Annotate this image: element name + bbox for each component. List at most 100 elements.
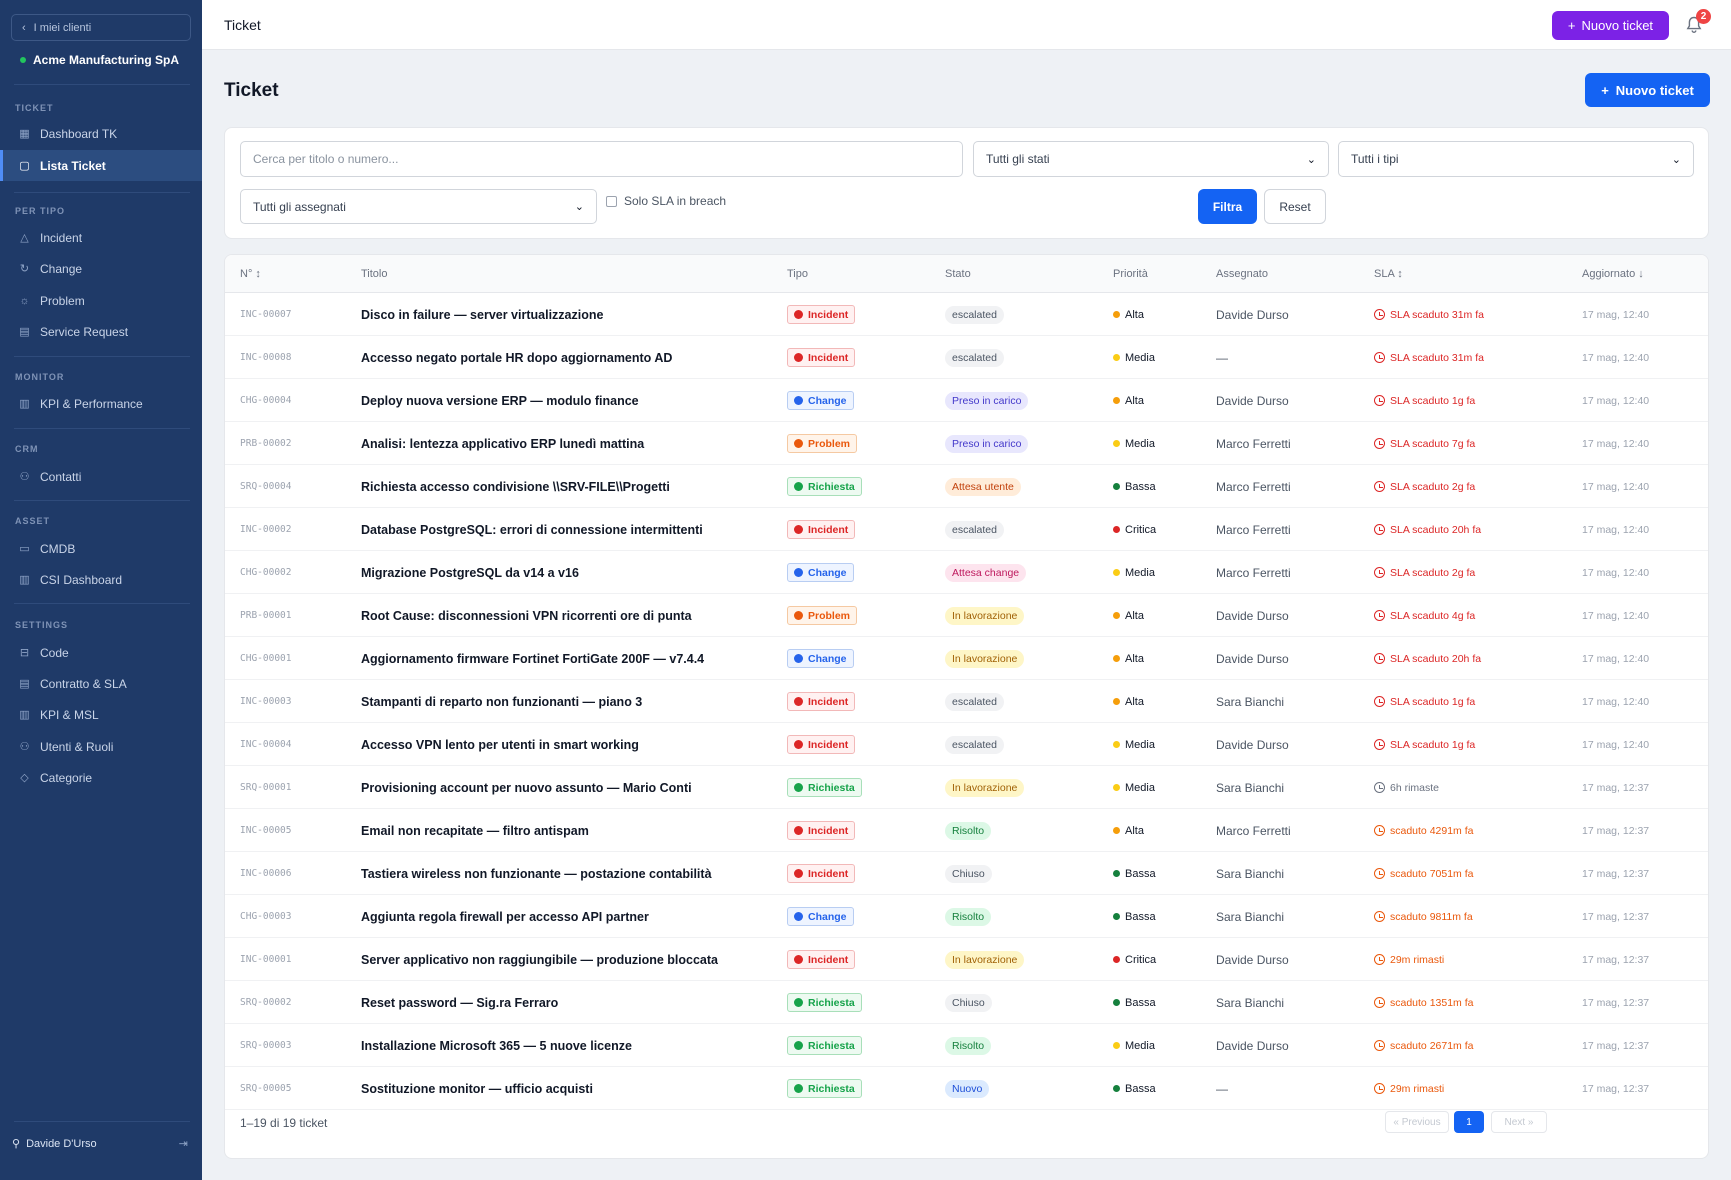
ticket-number[interactable]: PRB-00002 (240, 438, 292, 449)
table-row[interactable]: CHG-00001 Aggiornamento firmware Fortinet… (225, 637, 1708, 680)
ticket-title[interactable]: Provisioning account per nuovo assunto —… (361, 780, 692, 795)
tipo-select[interactable]: Tutti i tipi ⌄ (1338, 141, 1694, 177)
table-row[interactable]: INC-00002 Database PostgreSQL: errori di … (225, 508, 1708, 551)
table-row[interactable]: PRB-00002 Analisi: lentezza applicativo E… (225, 422, 1708, 465)
ticket-priority-cell: Media (1113, 766, 1155, 809)
ticket-number[interactable]: SRQ-00005 (240, 1083, 292, 1094)
ticket-number[interactable]: INC-00006 (240, 868, 292, 879)
filter-button[interactable]: Filtra (1198, 189, 1257, 224)
table-row[interactable]: SRQ-00003 Installazione Microsoft 365 — 5… (225, 1024, 1708, 1067)
type-label: Incident (808, 867, 849, 880)
type-label: Change (808, 566, 847, 579)
reset-button[interactable]: Reset (1264, 189, 1326, 224)
ticket-number[interactable]: CHG-00003 (240, 911, 292, 922)
ticket-title[interactable]: Analisi: lentezza applicativo ERP lunedì… (361, 436, 645, 451)
sidebar-item-cmdb[interactable]: ▭ CMDB (0, 533, 202, 564)
sidebar-item-code[interactable]: ⊟ Code (0, 637, 202, 668)
header-sla[interactable]: SLA ↕ (1374, 268, 1403, 280)
table-row[interactable]: INC-00006 Tastiera wireless non funzionan… (225, 852, 1708, 895)
sidebar-item-contatti[interactable]: ⚇ Contatti (0, 461, 202, 492)
ticket-number[interactable]: INC-00008 (240, 352, 292, 363)
ticket-number[interactable]: INC-00001 (240, 954, 292, 965)
ticket-title[interactable]: Tastiera wireless non funzionante — post… (361, 866, 712, 881)
ticket-number[interactable]: CHG-00002 (240, 567, 292, 578)
stato-select[interactable]: Tutti gli stati ⌄ (973, 141, 1329, 177)
ticket-number[interactable]: SRQ-00004 (240, 481, 292, 492)
table-row[interactable]: INC-00004 Accesso VPN lento per utenti in… (225, 723, 1708, 766)
table-row[interactable]: INC-00008 Accesso negato portale HR dopo … (225, 336, 1708, 379)
ticket-number[interactable]: SRQ-00001 (240, 782, 292, 793)
table-row[interactable]: CHG-00004 Deploy nuova versione ERP — mod… (225, 379, 1708, 422)
table-row[interactable]: PRB-00001 Root Cause: disconnessioni VPN … (225, 594, 1708, 637)
new-ticket-button[interactable]: + Nuovo ticket (1585, 73, 1710, 107)
table-row[interactable]: SRQ-00002 Reset password — Sig.ra Ferraro… (225, 981, 1708, 1024)
ticket-title[interactable]: Richiesta accesso condivisione \\SRV-FIL… (361, 479, 670, 494)
ticket-number[interactable]: CHG-00001 (240, 653, 292, 664)
ticket-title[interactable]: Accesso VPN lento per utenti in smart wo… (361, 737, 639, 752)
table-row[interactable]: SRQ-00001 Provisioning account per nuovo … (225, 766, 1708, 809)
table-row[interactable]: CHG-00003 Aggiunta regola firewall per ac… (225, 895, 1708, 938)
table-row[interactable]: CHG-00002 Migrazione PostgreSQL da v14 a … (225, 551, 1708, 594)
sidebar-item-kpi-msl[interactable]: ▥ KPI & MSL (0, 699, 202, 730)
ticket-title[interactable]: Root Cause: disconnessioni VPN ricorrent… (361, 608, 692, 623)
ticket-updated: 17 mag, 12:40 (1582, 437, 1650, 450)
sidebar-item-kpi-performance[interactable]: ▥ KPI & Performance (0, 388, 202, 419)
sidebar-item-incident[interactable]: △ Incident (0, 222, 202, 253)
ticket-number[interactable]: INC-00003 (240, 696, 292, 707)
sidebar-item-lista-ticket[interactable]: ▢ Lista Ticket (0, 150, 202, 181)
ticket-number[interactable]: PRB-00001 (240, 610, 292, 621)
search-input[interactable]: Cerca per titolo o numero... (240, 141, 963, 177)
table-row[interactable]: INC-00005 Email non recapitate — filtro a… (225, 809, 1708, 852)
pagination-previous[interactable]: « Previous (1385, 1111, 1449, 1133)
ticket-title[interactable]: Sostituzione monitor — ufficio acquisti (361, 1081, 593, 1096)
header-aggiornato[interactable]: Aggiornato ↓ (1582, 268, 1644, 280)
ticket-title[interactable]: Deploy nuova versione ERP — modulo finan… (361, 393, 639, 408)
back-to-clients-button[interactable]: ‹ I miei clienti (11, 14, 191, 41)
new-ticket-top-button[interactable]: + Nuovo ticket (1552, 11, 1669, 40)
ticket-assignee: — (1216, 350, 1228, 365)
sidebar-item-change[interactable]: ↻ Change (0, 253, 202, 284)
sidebar-item-contratto-sla[interactable]: ▤ Contratto & SLA (0, 668, 202, 699)
ticket-number[interactable]: INC-00002 (240, 524, 292, 535)
table-row[interactable]: INC-00001 Server applicativo non raggiung… (225, 938, 1708, 981)
ticket-title[interactable]: Server applicativo non raggiungibile — p… (361, 952, 719, 967)
ticket-title[interactable]: Aggiunta regola firewall per accesso API… (361, 909, 649, 924)
header-num[interactable]: N° ↕ (240, 268, 261, 280)
pagination-page-1[interactable]: 1 (1454, 1111, 1484, 1133)
checkbox-box[interactable] (606, 195, 617, 207)
ticket-title[interactable]: Accesso negato portale HR dopo aggiornam… (361, 350, 673, 365)
table-row[interactable]: INC-00007 Disco in failure — server virtu… (225, 293, 1708, 336)
sidebar-item-problem[interactable]: ☼ Problem (0, 285, 202, 316)
ticket-title[interactable]: Database PostgreSQL: errori di connessio… (361, 522, 703, 537)
ticket-title[interactable]: Aggiornamento firmware Fortinet FortiGat… (361, 651, 705, 666)
ticket-sla-cell: SLA scaduto 20h fa (1374, 637, 1481, 680)
ticket-number[interactable]: INC-00007 (240, 309, 292, 320)
clipboard-icon: ▤ (19, 326, 30, 338)
sidebar-item-label: Dashboard TK (40, 126, 118, 141)
sidebar-item-categorie[interactable]: ◇ Categorie (0, 762, 202, 793)
ticket-number[interactable]: INC-00005 (240, 825, 292, 836)
table-row[interactable]: SRQ-00004 Richiesta accesso condivisione … (225, 465, 1708, 508)
status-badge: Chiuso (945, 993, 992, 1012)
logout-icon[interactable]: ⇥ (178, 1138, 188, 1150)
ticket-title[interactable]: Reset password — Sig.ra Ferraro (361, 995, 559, 1010)
sidebar-item-csi-dashboard[interactable]: ▥ CSI Dashboard (0, 564, 202, 595)
table-row[interactable]: SRQ-00005 Sostituzione monitor — ufficio … (225, 1067, 1708, 1110)
ticket-number[interactable]: CHG-00004 (240, 395, 292, 406)
ticket-title[interactable]: Migrazione PostgreSQL da v14 a v16 (361, 565, 579, 580)
ticket-number[interactable]: SRQ-00003 (240, 1040, 292, 1051)
ticket-title[interactable]: Stampanti di reparto non funzionanti — p… (361, 694, 643, 709)
ticket-title[interactable]: Installazione Microsoft 365 — 5 nuove li… (361, 1038, 632, 1053)
ticket-title[interactable]: Disco in failure — server virtualizzazio… (361, 307, 604, 322)
sidebar-item-utenti-ruoli[interactable]: ⚇ Utenti & Ruoli (0, 731, 202, 762)
ticket-number[interactable]: INC-00004 (240, 739, 292, 750)
ticket-priority-cell: Alta (1113, 293, 1144, 336)
sidebar-item-dashboard-tk[interactable]: ▦ Dashboard TK (0, 118, 202, 149)
table-row[interactable]: INC-00003 Stampanti di reparto non funzio… (225, 680, 1708, 723)
ticket-title[interactable]: Email non recapitate — filtro antispam (361, 823, 589, 838)
sla-breach-checkbox[interactable]: Solo SLA in breach (606, 194, 726, 208)
ticket-number[interactable]: SRQ-00002 (240, 997, 292, 1008)
pagination-next[interactable]: Next » (1491, 1111, 1547, 1133)
sidebar-item-service-request[interactable]: ▤ Service Request (0, 316, 202, 347)
assegnato-select[interactable]: Tutti gli assegnati ⌄ (240, 189, 597, 224)
